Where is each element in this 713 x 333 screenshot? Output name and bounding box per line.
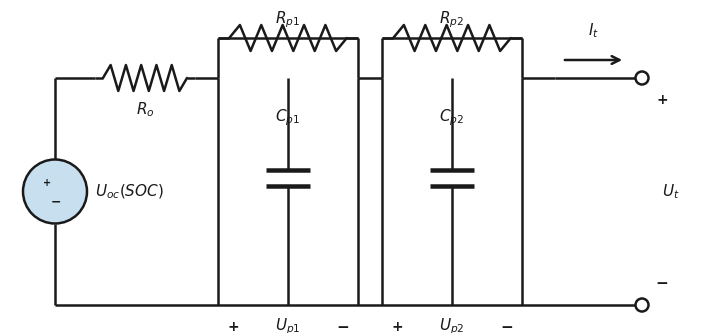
Text: −: − bbox=[51, 195, 61, 208]
Circle shape bbox=[635, 72, 649, 85]
Circle shape bbox=[23, 160, 87, 223]
Text: $U_{p1}$: $U_{p1}$ bbox=[275, 317, 301, 333]
Text: $U_{p2}$: $U_{p2}$ bbox=[439, 317, 465, 333]
Text: $C_{p2}$: $C_{p2}$ bbox=[439, 108, 465, 128]
Text: +: + bbox=[227, 320, 239, 333]
Text: $C_{p1}$: $C_{p1}$ bbox=[275, 108, 301, 128]
Text: +: + bbox=[43, 177, 51, 187]
Text: $U_{oc}(SOC)$: $U_{oc}(SOC)$ bbox=[95, 182, 164, 201]
Text: −: − bbox=[501, 319, 513, 333]
Text: $I_t$: $I_t$ bbox=[588, 21, 599, 40]
Text: $R_{p2}$: $R_{p2}$ bbox=[439, 9, 465, 30]
Text: −: − bbox=[656, 275, 668, 290]
Text: $U_t$: $U_t$ bbox=[662, 182, 679, 201]
Text: −: − bbox=[337, 319, 349, 333]
Text: $R_{p1}$: $R_{p1}$ bbox=[275, 9, 301, 30]
Text: +: + bbox=[656, 93, 668, 107]
Text: $R_o$: $R_o$ bbox=[135, 100, 154, 119]
Circle shape bbox=[635, 298, 649, 311]
Text: +: + bbox=[391, 320, 403, 333]
